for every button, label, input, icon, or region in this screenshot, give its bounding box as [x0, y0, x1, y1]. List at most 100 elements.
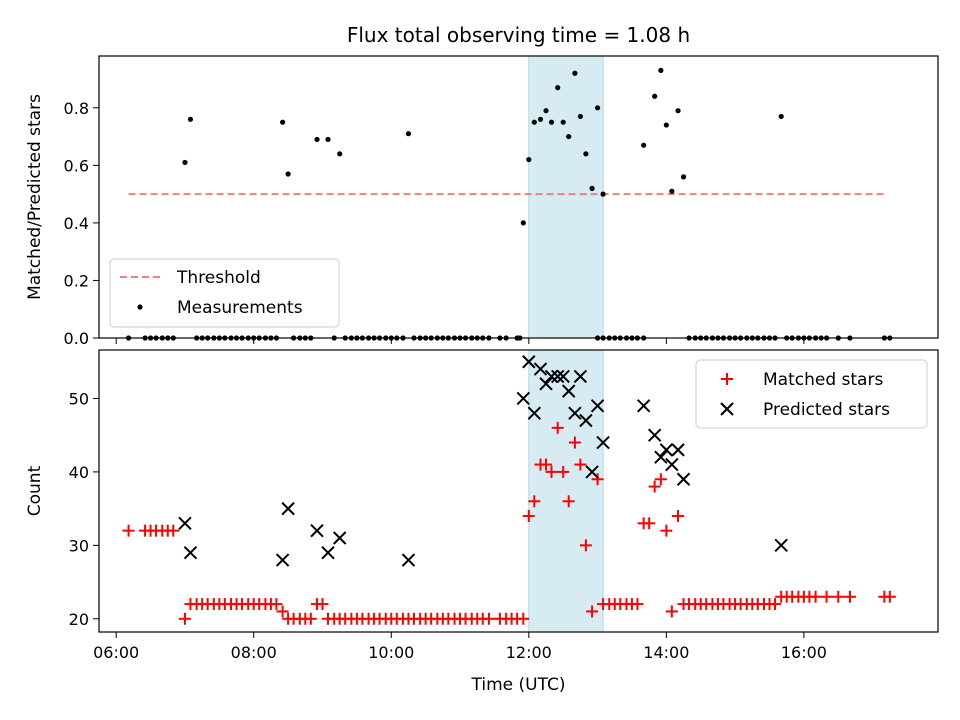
predicted-star-point	[585, 465, 599, 479]
predicted-star-point	[568, 406, 582, 420]
bottom-x-tick-label: 06:00	[93, 643, 139, 662]
top-y-tick-label: 0.2	[64, 271, 89, 290]
measurement-point	[325, 136, 331, 143]
bottom-x-tick-label: 10:00	[368, 643, 414, 662]
predicted-star-point	[573, 369, 588, 384]
measurement-point	[187, 116, 194, 122]
predicted-star-point	[659, 443, 674, 457]
top-y-tick-label: 0.8	[64, 99, 89, 118]
matched-star-point	[167, 524, 180, 537]
observing-window-top	[528, 55, 604, 339]
cross-b	[522, 355, 536, 369]
matched-star-point	[883, 590, 896, 603]
top-legend: Threshold Measurements	[109, 258, 340, 328]
top-y-tick-label: 0.6	[64, 156, 89, 175]
legend-matched-marker	[721, 373, 733, 385]
cross-b	[183, 545, 198, 560]
legend-measurements-label: Measurements	[177, 298, 303, 318]
cross-b	[561, 384, 576, 398]
matched-star-point	[579, 539, 592, 552]
measurement-point	[669, 188, 675, 194]
measurement-point	[577, 113, 583, 120]
predicted-star-point	[579, 413, 593, 428]
cross-b	[332, 531, 347, 545]
matched-star-point	[809, 590, 822, 603]
measurement-point	[560, 119, 566, 125]
legend-predicted-label: Predicted stars	[763, 400, 890, 420]
predicted-star-point	[321, 545, 335, 560]
measurement-point	[641, 142, 647, 148]
legend-matched-label: Matched stars	[763, 370, 883, 390]
matched-star-point	[545, 465, 558, 478]
matched-star-point	[574, 458, 587, 471]
top-y-axis: 0.0 0.2 0.4 0.6 0.8	[64, 99, 99, 348]
legend-predicted-marker	[720, 402, 734, 416]
cross-b	[774, 538, 788, 553]
top-y-axis-label: Matched/Predicted stars	[25, 94, 45, 300]
bottom-y-axis-label: Count	[25, 465, 45, 516]
measurement-point	[543, 108, 549, 114]
predicted-star-point	[556, 369, 570, 384]
matched-star-point	[562, 495, 575, 508]
cross-b	[647, 428, 662, 442]
observing-window-bottom	[528, 349, 604, 633]
bottom-plot-frame	[98, 349, 939, 633]
top-panel: 0.00.20.40.60.8 Matched/Predicted stars …	[25, 55, 939, 348]
predicted-star-point	[401, 553, 416, 567]
top-legend-box	[109, 258, 340, 328]
matched-star-point	[316, 598, 329, 611]
measurement-point	[555, 85, 561, 91]
measurement-point	[526, 156, 532, 163]
matched-star-point	[270, 598, 283, 611]
matched-star-point	[482, 612, 495, 625]
matched-star-point	[631, 598, 644, 611]
predicted-star-point	[647, 428, 662, 442]
predicted-star-point	[671, 443, 685, 457]
cross-b	[556, 369, 570, 384]
measurement-point	[583, 151, 589, 157]
measurement-point	[572, 70, 578, 76]
bottom-x-tick-label: 12:00	[506, 643, 552, 662]
cross-b	[665, 457, 679, 472]
top-y-tick-label: 0.4	[64, 214, 89, 233]
predicted-star-point	[636, 399, 651, 413]
predicted-star-point	[550, 369, 565, 384]
bottom-y-tick-label: 20	[69, 610, 89, 629]
measurement-point	[405, 131, 412, 137]
bottom-legend: Matched stars Predicted stars	[695, 359, 928, 429]
predicted-star-point	[178, 516, 192, 531]
measurement-point	[280, 119, 286, 125]
matched-star-point	[304, 612, 317, 625]
matched-star-point	[276, 605, 289, 618]
legend-measurements-swatch	[137, 304, 143, 310]
measurement-point	[520, 220, 526, 226]
predicted-star-point	[596, 435, 610, 450]
x-axis-label: Time (UTC)	[471, 675, 566, 695]
predicted-star-point	[516, 391, 531, 406]
legend-matched-swatch	[721, 373, 733, 385]
predicted-star-point	[310, 523, 324, 538]
cross-b	[401, 553, 416, 567]
cross-b	[527, 406, 542, 420]
bottom-y-tick-label: 50	[69, 389, 89, 408]
predicted-star-point	[522, 355, 536, 369]
bottom-x-axis: 06:00 08:00 10:00 12:00 14:00 16:00	[93, 632, 827, 662]
chart-title: Flux total observing time = 1.08 h	[347, 23, 690, 47]
matched-star-point	[672, 509, 685, 522]
top-y-tick-label: 0.0	[64, 329, 89, 348]
matched-star-point	[843, 590, 856, 603]
cross-b	[720, 402, 734, 416]
cross-b	[533, 362, 548, 376]
predicted-star-point	[774, 538, 788, 553]
cross-b	[550, 369, 565, 384]
cross-b	[310, 523, 324, 538]
matched-star-point	[591, 473, 604, 486]
cross-b	[590, 399, 605, 413]
matched-star-point	[528, 495, 541, 508]
measurement-point	[537, 116, 544, 122]
cross-b	[671, 443, 685, 457]
matched-star-point	[660, 524, 673, 537]
matched-star-point	[517, 612, 530, 625]
cross-b	[178, 516, 192, 531]
